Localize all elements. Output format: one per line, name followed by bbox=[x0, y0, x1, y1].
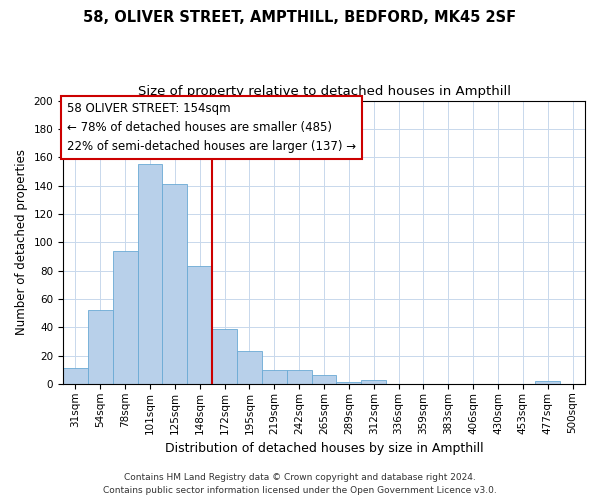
Bar bbox=[137, 164, 163, 384]
Y-axis label: Number of detached properties: Number of detached properties bbox=[15, 149, 28, 335]
Bar bbox=[187, 266, 212, 384]
Bar bbox=[287, 370, 311, 384]
X-axis label: Distribution of detached houses by size in Ampthill: Distribution of detached houses by size … bbox=[165, 442, 484, 455]
Bar bbox=[337, 382, 361, 384]
Text: 58, OLIVER STREET, AMPTHILL, BEDFORD, MK45 2SF: 58, OLIVER STREET, AMPTHILL, BEDFORD, MK… bbox=[83, 10, 517, 25]
Title: Size of property relative to detached houses in Ampthill: Size of property relative to detached ho… bbox=[137, 85, 511, 98]
Text: Contains HM Land Registry data © Crown copyright and database right 2024.
Contai: Contains HM Land Registry data © Crown c… bbox=[103, 474, 497, 495]
Bar bbox=[88, 310, 113, 384]
Bar bbox=[163, 184, 187, 384]
Bar bbox=[237, 352, 262, 384]
Bar bbox=[311, 376, 337, 384]
Bar bbox=[535, 381, 560, 384]
Text: 58 OLIVER STREET: 154sqm
← 78% of detached houses are smaller (485)
22% of semi-: 58 OLIVER STREET: 154sqm ← 78% of detach… bbox=[67, 102, 356, 153]
Bar bbox=[361, 380, 386, 384]
Bar bbox=[63, 368, 88, 384]
Bar bbox=[262, 370, 287, 384]
Bar bbox=[212, 328, 237, 384]
Bar bbox=[113, 250, 137, 384]
